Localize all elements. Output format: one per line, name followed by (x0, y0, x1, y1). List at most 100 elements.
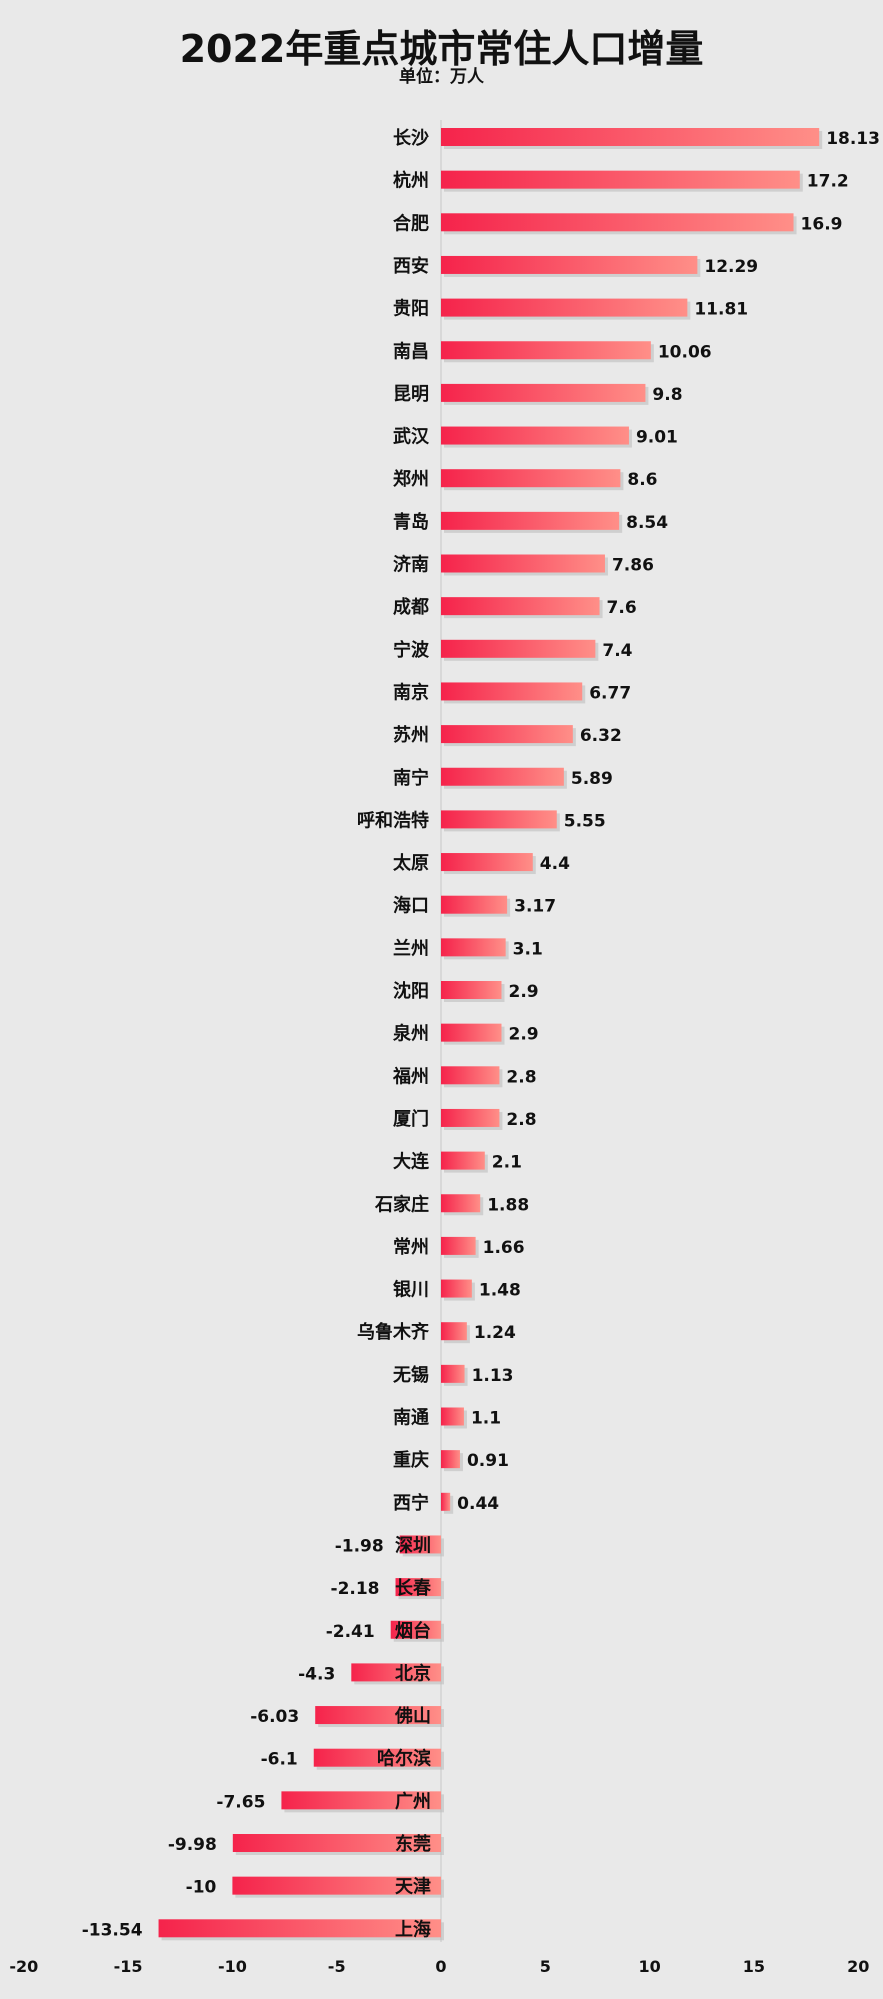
value-label: 2.9 (508, 1025, 538, 1045)
category-label: 银川 (393, 1279, 429, 1301)
x-axis: -20 -15 -10 -5 0 5 10 15 20 (9, 1957, 869, 1976)
value-label: -2.41 (326, 1622, 375, 1642)
value-label: 16.9 (801, 214, 843, 234)
value-label: -7.65 (216, 1792, 265, 1812)
bar (441, 1108, 500, 1127)
value-label: 17.2 (807, 172, 849, 192)
x-tick-label: 0 (435, 1957, 446, 1976)
value-label: 6.77 (589, 683, 631, 703)
value-label: -4.3 (298, 1664, 335, 1684)
value-label: 5.55 (564, 811, 606, 831)
value-label: -9.98 (168, 1835, 217, 1855)
value-label: 2.8 (506, 1067, 536, 1087)
bar (351, 1663, 441, 1682)
value-label: 12.29 (704, 257, 758, 277)
value-label: 1.1 (471, 1409, 501, 1429)
category-label: 贵阳 (393, 299, 429, 320)
bar (441, 853, 533, 872)
category-label: 南通 (393, 1407, 429, 1429)
bar (441, 170, 800, 189)
bar (441, 341, 651, 360)
bar (315, 1706, 441, 1725)
category-label: 广州 (395, 1790, 431, 1812)
category-label: 无锡 (393, 1364, 429, 1386)
category-label: 北京 (395, 1662, 431, 1684)
category-label: 东莞 (395, 1833, 431, 1855)
value-label: 0.91 (467, 1451, 509, 1471)
category-label: 海口 (393, 895, 429, 917)
value-label: 1.66 (483, 1238, 525, 1258)
bar (390, 1620, 441, 1639)
category-label: 福州 (392, 1065, 429, 1087)
x-tick-label: -15 (114, 1957, 143, 1976)
x-tick-label: 10 (638, 1957, 660, 1976)
category-label: 南昌 (393, 340, 429, 362)
value-label: 1.13 (472, 1366, 514, 1386)
category-label: 长春 (395, 1577, 432, 1599)
category-label: 兰州 (393, 937, 429, 959)
category-label: 大连 (393, 1151, 430, 1173)
bar (399, 1535, 441, 1554)
category-label: 杭州 (393, 170, 429, 192)
category-label: 武汉 (393, 427, 430, 448)
bar (232, 1876, 441, 1895)
x-tick-label: 20 (847, 1957, 869, 1976)
chart-title: 2022年重点城市常住人口增量 (179, 27, 704, 71)
category-label: 西安 (393, 255, 429, 277)
bar (158, 1919, 441, 1938)
bar (441, 511, 620, 530)
value-label: 1.48 (479, 1281, 521, 1301)
category-label: 烟台 (395, 1620, 431, 1642)
value-label: 7.4 (602, 641, 632, 661)
category-label: 乌鲁木齐 (357, 1321, 430, 1343)
x-tick-label: 15 (743, 1957, 765, 1976)
bar (395, 1578, 441, 1597)
bar (441, 128, 820, 146)
x-tick-label: -20 (9, 1957, 38, 1976)
category-label: 石家庄 (374, 1193, 429, 1215)
bar (441, 554, 605, 573)
category-label: 佛山 (394, 1705, 431, 1727)
value-label: 2.1 (492, 1153, 522, 1173)
value-label: 2.9 (508, 982, 538, 1002)
value-label: -1.98 (335, 1536, 384, 1556)
x-tick-label: 5 (540, 1957, 551, 1976)
value-label: 9.8 (652, 385, 682, 405)
bar (441, 1407, 464, 1426)
labels-layer: 长沙 18.13 杭州 17.2 合肥 16.9 西安 12.29 贵阳 11.81 南昌 10.06… (82, 128, 880, 1940)
value-label: 11.81 (694, 300, 748, 320)
bar (441, 1492, 451, 1511)
bar (441, 1194, 481, 1213)
value-label: -2.18 (331, 1579, 380, 1599)
category-label: 泉州 (393, 1023, 429, 1045)
bar (441, 255, 698, 274)
value-label: 3.1 (513, 939, 543, 959)
category-label: 沈阳 (393, 980, 429, 1002)
category-label: 西宁 (393, 1492, 429, 1514)
value-label: 18.13 (826, 129, 880, 149)
category-label: 宁波 (393, 639, 430, 661)
bar (441, 213, 794, 232)
bar (441, 426, 629, 445)
bar (281, 1791, 441, 1810)
value-label: 10.06 (658, 342, 712, 362)
bar (441, 469, 621, 488)
x-tick-label: -5 (328, 1957, 346, 1976)
category-label: 上海 (395, 1918, 431, 1940)
bar (441, 1279, 472, 1298)
category-label: 南京 (393, 681, 429, 703)
bar (441, 1023, 502, 1042)
bar (441, 1066, 500, 1085)
bar (441, 597, 600, 616)
value-label: 2.8 (506, 1110, 536, 1130)
category-label: 呼和浩特 (357, 809, 429, 831)
bars-layer (158, 120, 823, 1942)
value-label: -13.54 (82, 1920, 143, 1940)
value-label: -10 (186, 1878, 217, 1898)
bar (313, 1748, 441, 1767)
bar (232, 1834, 441, 1852)
value-label: 5.89 (571, 769, 613, 789)
bar (441, 1450, 460, 1469)
